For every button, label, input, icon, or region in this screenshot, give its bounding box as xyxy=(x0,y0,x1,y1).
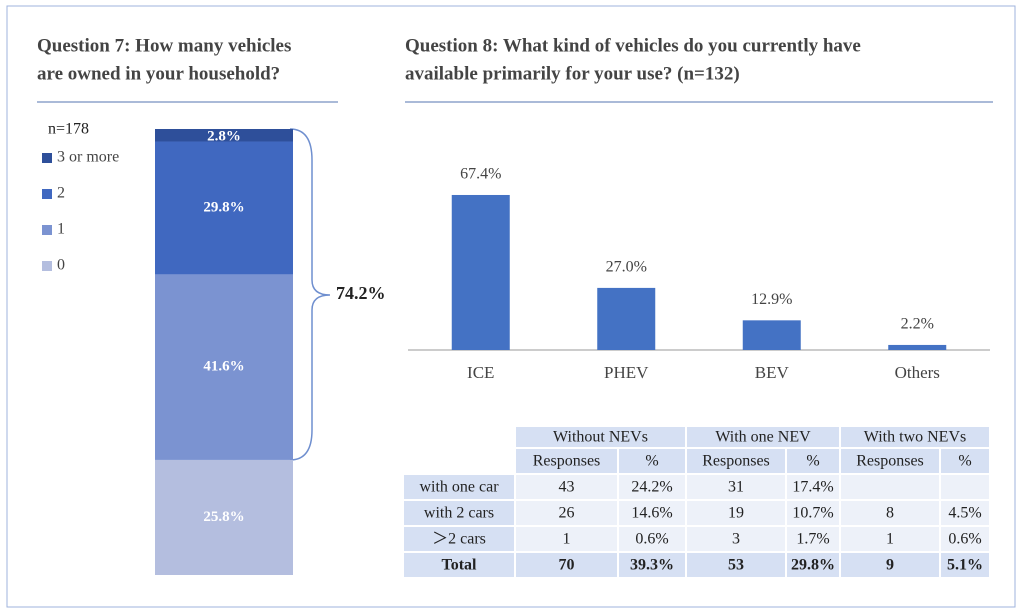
cell-text: With two NEVs xyxy=(864,429,966,446)
bar xyxy=(742,320,801,350)
table-cell xyxy=(939,473,991,501)
table-cell xyxy=(839,473,941,501)
cell-text: % xyxy=(806,453,819,470)
value-label: 67.4% xyxy=(460,166,501,183)
brace-label: 74.2% xyxy=(336,283,386,303)
cell-text: 3 xyxy=(732,531,740,548)
value-label: 2.8% xyxy=(207,128,241,144)
x-tick-label: PHEV xyxy=(604,363,649,382)
cell-text: 0.6% xyxy=(948,531,981,548)
cell-text: with one car xyxy=(419,479,499,496)
cell-text: 1 xyxy=(886,531,894,548)
sample-size: n=178 xyxy=(48,121,89,138)
cell-text: ＞2 cars xyxy=(432,531,486,548)
table-cell xyxy=(617,447,687,475)
cell-text: 53 xyxy=(728,557,744,574)
bar-segment xyxy=(155,141,293,275)
table-cell xyxy=(939,551,991,579)
value-label: 2.2% xyxy=(901,316,934,333)
cell-text: 31 xyxy=(728,479,744,496)
cell-text: % xyxy=(958,453,971,470)
cell-text: 4.5% xyxy=(948,505,981,522)
value-label: 12.9% xyxy=(751,291,792,308)
table-cell xyxy=(617,525,687,553)
table-cell xyxy=(785,447,841,475)
table-cell xyxy=(685,551,787,579)
cell-text: With one NEV xyxy=(715,429,811,446)
legend-label: 2 xyxy=(57,185,65,202)
table-cell xyxy=(402,425,516,449)
table-cell xyxy=(939,525,991,553)
cell-text: % xyxy=(645,453,658,470)
cell-text: 29.8% xyxy=(791,557,835,574)
table-cell xyxy=(839,551,941,579)
chart-title: available primarily for your use? (n=132… xyxy=(405,63,740,84)
x-tick-label: Others xyxy=(895,363,940,382)
table-cell xyxy=(514,499,619,527)
table-cell xyxy=(514,551,619,579)
cell-text: 19 xyxy=(728,505,744,522)
cell-text: 14.6% xyxy=(631,505,672,522)
cell-text: 9 xyxy=(886,557,894,574)
bar xyxy=(888,344,947,350)
cell-text: Responses xyxy=(702,453,770,470)
cell-text: 0.6% xyxy=(635,531,668,548)
cell-text: 10.7% xyxy=(792,505,833,522)
legend-label: 3 or more xyxy=(57,149,119,166)
x-tick-label: ICE xyxy=(467,363,494,382)
cell-text: Without NEVs xyxy=(553,429,648,446)
chart-title: Question 7: How many vehicles xyxy=(37,35,291,56)
table-cell xyxy=(402,447,516,475)
bar-segment xyxy=(155,129,293,142)
bar-segment xyxy=(155,459,293,575)
cell-text: 39.3% xyxy=(630,557,674,574)
bar xyxy=(451,194,510,350)
cell-text: Responses xyxy=(856,453,924,470)
table-cell xyxy=(685,447,787,475)
cell-text: 17.4% xyxy=(792,479,833,496)
table-cell xyxy=(939,447,991,475)
legend-swatch xyxy=(42,189,52,199)
brace xyxy=(289,128,331,461)
cell-text: 24.2% xyxy=(631,479,672,496)
value-label: 25.8% xyxy=(203,509,244,525)
legend-swatch xyxy=(42,261,52,271)
legend-label: 0 xyxy=(57,257,65,274)
cell-text: 70 xyxy=(559,557,575,574)
table-cell xyxy=(685,473,787,501)
chart-title: are owned in your household? xyxy=(37,63,280,84)
cell-text: 26 xyxy=(559,505,575,522)
cell-text: Total xyxy=(442,557,478,574)
cell-text: 1 xyxy=(563,531,571,548)
x-tick-label: BEV xyxy=(755,363,790,382)
chart-title: Question 8: What kind of vehicles do you… xyxy=(405,35,861,56)
table-cell xyxy=(685,499,787,527)
table-cell xyxy=(785,499,841,527)
cell-text: with 2 cars xyxy=(424,505,494,522)
legend-swatch xyxy=(42,225,52,235)
bar-segment xyxy=(155,274,293,460)
cell-text: 8 xyxy=(886,505,894,522)
cell-text: 1.7% xyxy=(796,531,829,548)
value-label: 27.0% xyxy=(606,259,647,276)
value-label: 29.8% xyxy=(203,199,244,215)
legend-swatch xyxy=(42,153,52,163)
value-label: 41.6% xyxy=(203,359,244,375)
table-cell xyxy=(402,551,516,579)
cell-text: 43 xyxy=(559,479,575,496)
bar xyxy=(597,287,656,350)
table-cell xyxy=(402,525,516,553)
table-cell xyxy=(617,499,687,527)
legend-label: 1 xyxy=(57,221,65,238)
cell-text: 5.1% xyxy=(947,557,983,574)
frame xyxy=(6,5,1016,608)
table-cell xyxy=(685,525,787,553)
cell-text: Responses xyxy=(533,453,601,470)
